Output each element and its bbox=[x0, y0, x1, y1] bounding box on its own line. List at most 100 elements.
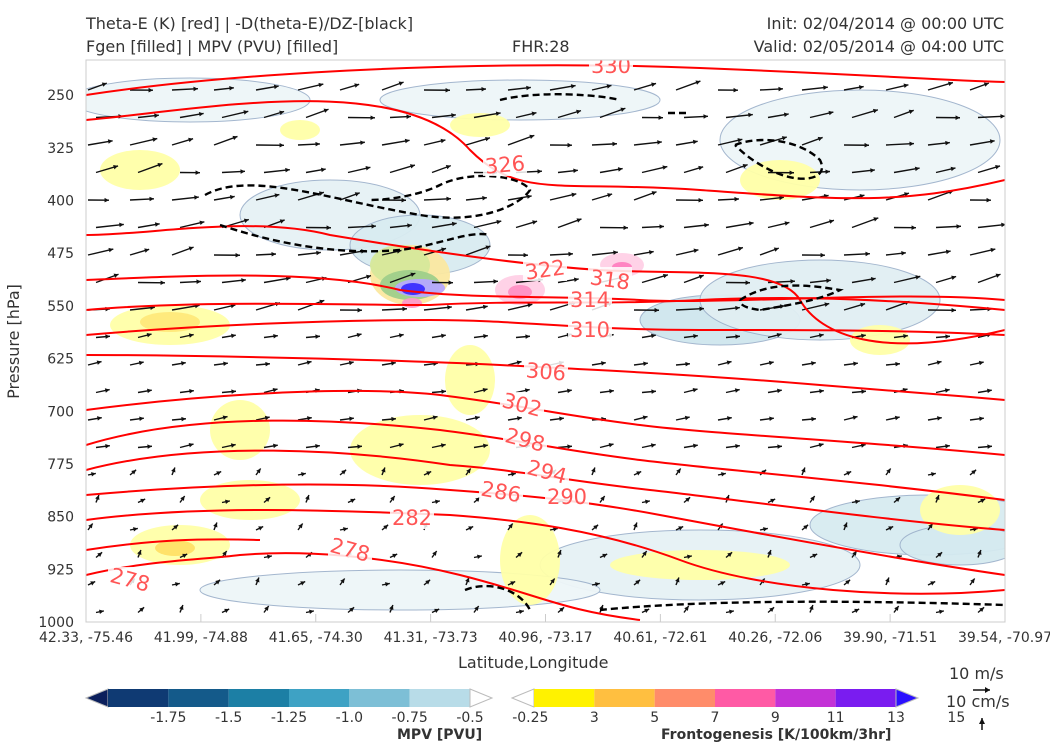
wind-vector-head bbox=[398, 333, 404, 338]
wind-vector-head bbox=[113, 165, 119, 170]
wind-vector-head bbox=[434, 608, 440, 614]
y-tick-label: 850 bbox=[47, 510, 74, 526]
wind-vector-head bbox=[196, 279, 201, 284]
wind-vector-head bbox=[441, 247, 447, 252]
theta-e-contour-label: 326 bbox=[484, 151, 526, 178]
wind-vector-head bbox=[223, 361, 228, 367]
wind-vector-head bbox=[651, 82, 657, 87]
wind-vector bbox=[473, 220, 502, 229]
wind-vector-head bbox=[517, 552, 523, 557]
wind-vector-head bbox=[810, 495, 815, 501]
filled-contour-region bbox=[350, 415, 490, 485]
wind-vector-head bbox=[950, 166, 956, 172]
colorbar-tick-label: -1.75 bbox=[150, 710, 186, 726]
wind-vector-head bbox=[305, 495, 310, 501]
theta-e-contour bbox=[86, 318, 1005, 336]
filled-contour-region bbox=[210, 400, 270, 460]
filled-contour-region bbox=[450, 113, 510, 137]
wind-vector-head bbox=[770, 498, 776, 504]
contour-label-bg bbox=[503, 427, 547, 451]
colorbar-segment bbox=[775, 689, 836, 707]
wind-vector-head bbox=[608, 442, 614, 448]
wind-vector-head bbox=[951, 275, 957, 280]
contour-label-bg bbox=[545, 484, 589, 508]
wind-vector-head bbox=[406, 114, 411, 119]
wind-vector bbox=[381, 139, 410, 146]
stability-contour bbox=[219, 223, 491, 253]
x-tick-label: 41.31, -73.73 bbox=[384, 630, 478, 646]
wind-vector-head bbox=[845, 579, 851, 585]
wind-vector-head bbox=[864, 142, 869, 148]
wind-vector-head bbox=[987, 444, 992, 449]
wind-vector-head bbox=[131, 469, 137, 475]
wind-vector-head bbox=[273, 334, 278, 339]
wind-vector-head bbox=[698, 165, 704, 171]
wind-vector-head bbox=[447, 305, 452, 310]
wind-vector-head bbox=[279, 142, 284, 148]
filled-contour-region bbox=[280, 120, 320, 140]
wind-vector-head bbox=[737, 246, 743, 252]
wind-vector-head bbox=[496, 219, 502, 225]
wind-vector-head bbox=[685, 361, 690, 367]
wind-vector-head bbox=[523, 252, 528, 258]
wind-vector bbox=[633, 141, 662, 146]
wind-vector-head bbox=[854, 608, 860, 614]
wind-vector-head bbox=[440, 443, 446, 448]
wind-vector-head bbox=[651, 389, 656, 394]
y-tick-label: 775 bbox=[47, 457, 74, 473]
theta-e-contour bbox=[86, 483, 1005, 576]
theta-e-contour bbox=[86, 509, 1005, 595]
wind-vector-head bbox=[215, 579, 221, 585]
wind-vector-head bbox=[485, 136, 490, 142]
y-tick-label: 925 bbox=[47, 562, 74, 578]
wind-vector-head bbox=[383, 524, 389, 530]
wind-vector-head bbox=[466, 468, 471, 474]
wind-vector-head bbox=[371, 224, 376, 229]
wind-vector-head bbox=[699, 306, 704, 312]
colorbar-tick-label: 7 bbox=[711, 710, 720, 726]
wind-vector-head bbox=[990, 247, 996, 253]
wind-vector-head bbox=[600, 495, 605, 501]
wind-vector-head bbox=[435, 499, 440, 505]
wind-vector-head bbox=[675, 577, 680, 583]
wind-vector-head bbox=[511, 472, 516, 477]
wind-vector-head bbox=[617, 167, 623, 172]
wind-vector-head bbox=[659, 224, 664, 229]
wind-vector-head bbox=[693, 248, 699, 253]
wind-vector-head bbox=[391, 361, 396, 366]
wind-vector-head bbox=[482, 304, 488, 310]
wind-vector-head bbox=[425, 579, 431, 585]
wind-vector-head bbox=[693, 443, 698, 449]
wind-vector-head bbox=[980, 498, 986, 504]
wind-vector-head bbox=[149, 196, 154, 202]
wind-vector-head bbox=[180, 495, 185, 501]
x-tick-label: 40.61, -72.61 bbox=[613, 630, 707, 646]
wind-vector-head bbox=[911, 225, 916, 230]
wind-vector-head bbox=[316, 250, 321, 256]
wind-vector bbox=[473, 112, 501, 119]
wind-vector-head bbox=[140, 498, 146, 504]
wind-vector-head bbox=[195, 170, 200, 175]
wind-vector-head bbox=[812, 553, 818, 559]
y-axis-label: Pressure [hPa] bbox=[3, 284, 23, 399]
wind-vector-head bbox=[139, 607, 145, 612]
colorbar-tick-label: 11 bbox=[827, 710, 845, 726]
wind-vector-head bbox=[695, 80, 701, 85]
wind-vector-head bbox=[983, 82, 989, 87]
wind-vector-head bbox=[645, 499, 650, 505]
wind-vector-head bbox=[354, 83, 360, 88]
filled-contour-region bbox=[155, 540, 195, 556]
filled-contour-region bbox=[500, 515, 560, 605]
wind-vector-head bbox=[901, 251, 906, 256]
theta-e-contour bbox=[86, 297, 1005, 311]
wind-vector-head bbox=[451, 113, 456, 118]
colorbar-tick-label: 5 bbox=[650, 710, 659, 726]
wind-vector-head bbox=[320, 167, 326, 173]
wind-vector-head bbox=[231, 333, 236, 339]
theta-e-contour bbox=[86, 354, 1005, 401]
wind-vector-head bbox=[684, 605, 689, 611]
wind-vector-head bbox=[510, 581, 516, 586]
wind-vector-head bbox=[956, 224, 961, 229]
filled-contour-region bbox=[445, 345, 495, 415]
